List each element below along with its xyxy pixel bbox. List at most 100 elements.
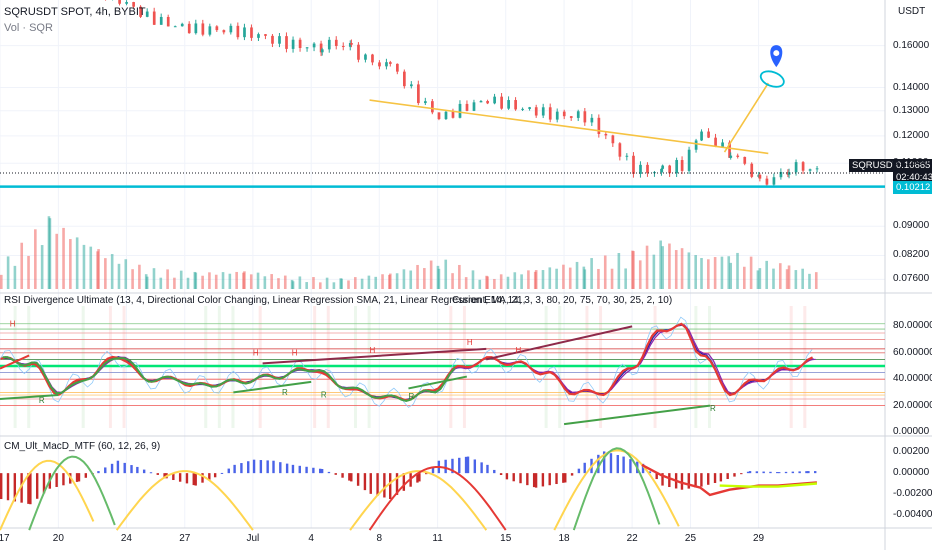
macd-histogram-bar: [389, 473, 392, 500]
candle-body: [646, 164, 649, 174]
symbol-header[interactable]: SQRUSDT SPOT, 4h, BYBIT: [4, 6, 146, 18]
volume-bar: [603, 255, 607, 289]
volume-bar: [548, 267, 552, 289]
volume-bar: [597, 268, 600, 289]
macd-histogram-bar: [805, 471, 808, 474]
macd-histogram-bar: [424, 473, 428, 475]
volume-bar: [6, 256, 10, 289]
candle-body: [305, 47, 309, 49]
volume-bar: [610, 268, 614, 289]
candle-body: [787, 172, 791, 175]
macd-histogram-bar: [499, 473, 503, 476]
candle-body: [145, 11, 149, 17]
volume-bar: [48, 218, 52, 289]
time-tick-label: 27: [179, 533, 191, 544]
candle-body: [236, 25, 240, 38]
macd-histogram-bar: [178, 473, 182, 482]
candle-body: [534, 107, 538, 116]
divergence-marker-h: H: [253, 348, 259, 357]
volume-bar: [138, 264, 141, 289]
macd-histogram-bar: [451, 458, 454, 474]
macd-histogram-bar: [291, 464, 295, 474]
candle-body: [743, 156, 747, 164]
volume-bar: [75, 237, 79, 289]
macd-histogram-bar: [746, 471, 750, 474]
macd-histogram-bar: [312, 467, 315, 474]
volume-bar: [471, 270, 475, 289]
candle-body: [625, 155, 629, 157]
candle-body: [298, 39, 302, 48]
volume-bar: [736, 252, 739, 289]
volume-label[interactable]: Vol · SQR: [4, 22, 53, 34]
candle-body: [159, 16, 163, 25]
macd-histogram-bar: [740, 473, 743, 475]
volume-bar: [243, 271, 246, 289]
price-tick-label: 0.08200: [893, 249, 930, 261]
volume-bar: [534, 270, 538, 289]
macd-histogram-bar: [395, 473, 399, 495]
macd-tick-label: -0.00400: [893, 508, 932, 520]
macd-line: [572, 447, 661, 531]
volume-bar: [360, 278, 364, 289]
candle-body: [385, 62, 388, 67]
macd-histogram-bar: [776, 472, 779, 474]
macd-histogram-bar: [807, 471, 810, 474]
candle-body: [451, 111, 455, 118]
volume-bar: [632, 251, 635, 289]
macd-tick-label: -0.00200: [893, 487, 932, 499]
volume-bar: [659, 240, 662, 289]
macd-histogram-bar: [116, 460, 120, 474]
macd-histogram-bar: [541, 473, 545, 487]
candle-body: [528, 107, 531, 109]
macd-histogram-bar: [0, 473, 3, 500]
time-tick-label: 24: [120, 533, 132, 544]
volume-bar: [389, 273, 392, 289]
divergence-line: [0, 394, 59, 400]
volume-bar: [727, 256, 731, 289]
volume-bar: [318, 282, 322, 289]
macd-histogram-bar: [369, 473, 372, 494]
macd-signal-line: [0, 459, 95, 531]
volume-bar: [464, 277, 468, 289]
macd-histogram-bar: [27, 473, 30, 504]
candle-body: [694, 140, 698, 150]
volume-bar: [312, 277, 315, 289]
candle-body: [320, 49, 324, 53]
candle-body: [604, 133, 608, 136]
volume-bar: [395, 273, 399, 289]
price-tick-label: 0.09000: [893, 220, 930, 232]
macd-histogram-bar: [466, 456, 470, 474]
time-tick-label: 4: [308, 533, 314, 544]
price-tick-label: 0.16000: [893, 39, 930, 51]
candle-body: [389, 62, 392, 64]
currency-button[interactable]: USDT: [898, 6, 926, 17]
candle-body: [472, 102, 476, 111]
macd-histogram-bar: [356, 473, 360, 486]
macd-histogram-bar: [748, 471, 752, 474]
candle-body: [222, 30, 226, 33]
divergence-line: [408, 375, 468, 390]
divergence-marker-h: H: [10, 319, 16, 328]
candle-body: [562, 111, 566, 117]
volume-bar: [402, 269, 406, 289]
candle-body: [569, 116, 573, 118]
macd-histogram-bar: [583, 462, 586, 474]
volume-bar: [97, 249, 100, 289]
volume-bar: [235, 271, 238, 289]
divergence-line: [563, 404, 711, 426]
rsi-pane-title[interactable]: RSI Divergence Ultimate (13, 4, Directio…: [4, 295, 526, 306]
candle-body: [173, 26, 177, 28]
candle-body: [493, 96, 496, 104]
macd-histogram-bar: [266, 460, 269, 474]
volume-bar: [277, 278, 280, 289]
volume-bar: [409, 270, 413, 289]
divergence-line: [0, 354, 30, 370]
symbol-tag: SQRUSDT: [849, 159, 902, 172]
macd-histogram-bar: [104, 467, 107, 474]
candle-body: [243, 27, 246, 38]
candle-body: [201, 23, 205, 35]
descending-trendline: [369, 99, 769, 155]
macd-pane-title[interactable]: CM_Ult_MacD_MTF (60, 12, 26, 9): [4, 441, 161, 452]
candle-body: [215, 26, 219, 31]
